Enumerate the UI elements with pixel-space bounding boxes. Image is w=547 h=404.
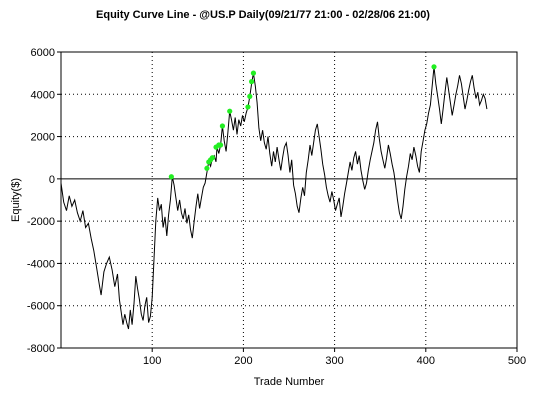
new-high-marker	[245, 104, 251, 110]
x-tick-label: 200	[234, 355, 252, 367]
y-tick-label: -4000	[27, 258, 55, 270]
new-high-marker	[227, 108, 233, 114]
y-tick-label: 2000	[31, 132, 55, 144]
tick-labels: 100 200 300 400 500 6000 4000 2000 0 -2000 -4000 -6…	[27, 47, 526, 367]
gridlines	[61, 52, 517, 348]
new-high-marker	[247, 93, 253, 99]
new-high-marker	[209, 155, 215, 161]
new-high-marker	[219, 123, 226, 129]
y-tick-label: -8000	[27, 343, 55, 355]
y-axis-label: Equity($)	[10, 178, 22, 222]
new-high-marker	[431, 64, 437, 70]
x-tick-label: 500	[508, 355, 526, 367]
x-tick-label: 100	[143, 355, 161, 367]
new-high-marker	[204, 165, 210, 171]
chart-title: Equity Curve Line - @US.P Daily(09/21/77…	[96, 9, 430, 21]
new-high-marker	[168, 174, 174, 180]
y-tick-label: 6000	[31, 47, 55, 59]
y-tick-label: 0	[49, 174, 55, 186]
new-high-marker	[249, 79, 255, 85]
equity-line	[60, 66, 488, 330]
plot-content	[60, 64, 488, 330]
new-high-marker	[250, 70, 257, 76]
y-tick-label: -6000	[27, 301, 55, 313]
x-axis-label: Trade Number	[254, 376, 325, 388]
new-high-marker	[218, 142, 224, 148]
x-tick-label: 400	[417, 355, 435, 367]
plot-area	[60, 51, 518, 349]
axes	[57, 51, 518, 352]
y-tick-label: 4000	[31, 89, 55, 101]
y-tick-label: -2000	[27, 216, 55, 228]
x-tick-label: 300	[325, 355, 343, 367]
